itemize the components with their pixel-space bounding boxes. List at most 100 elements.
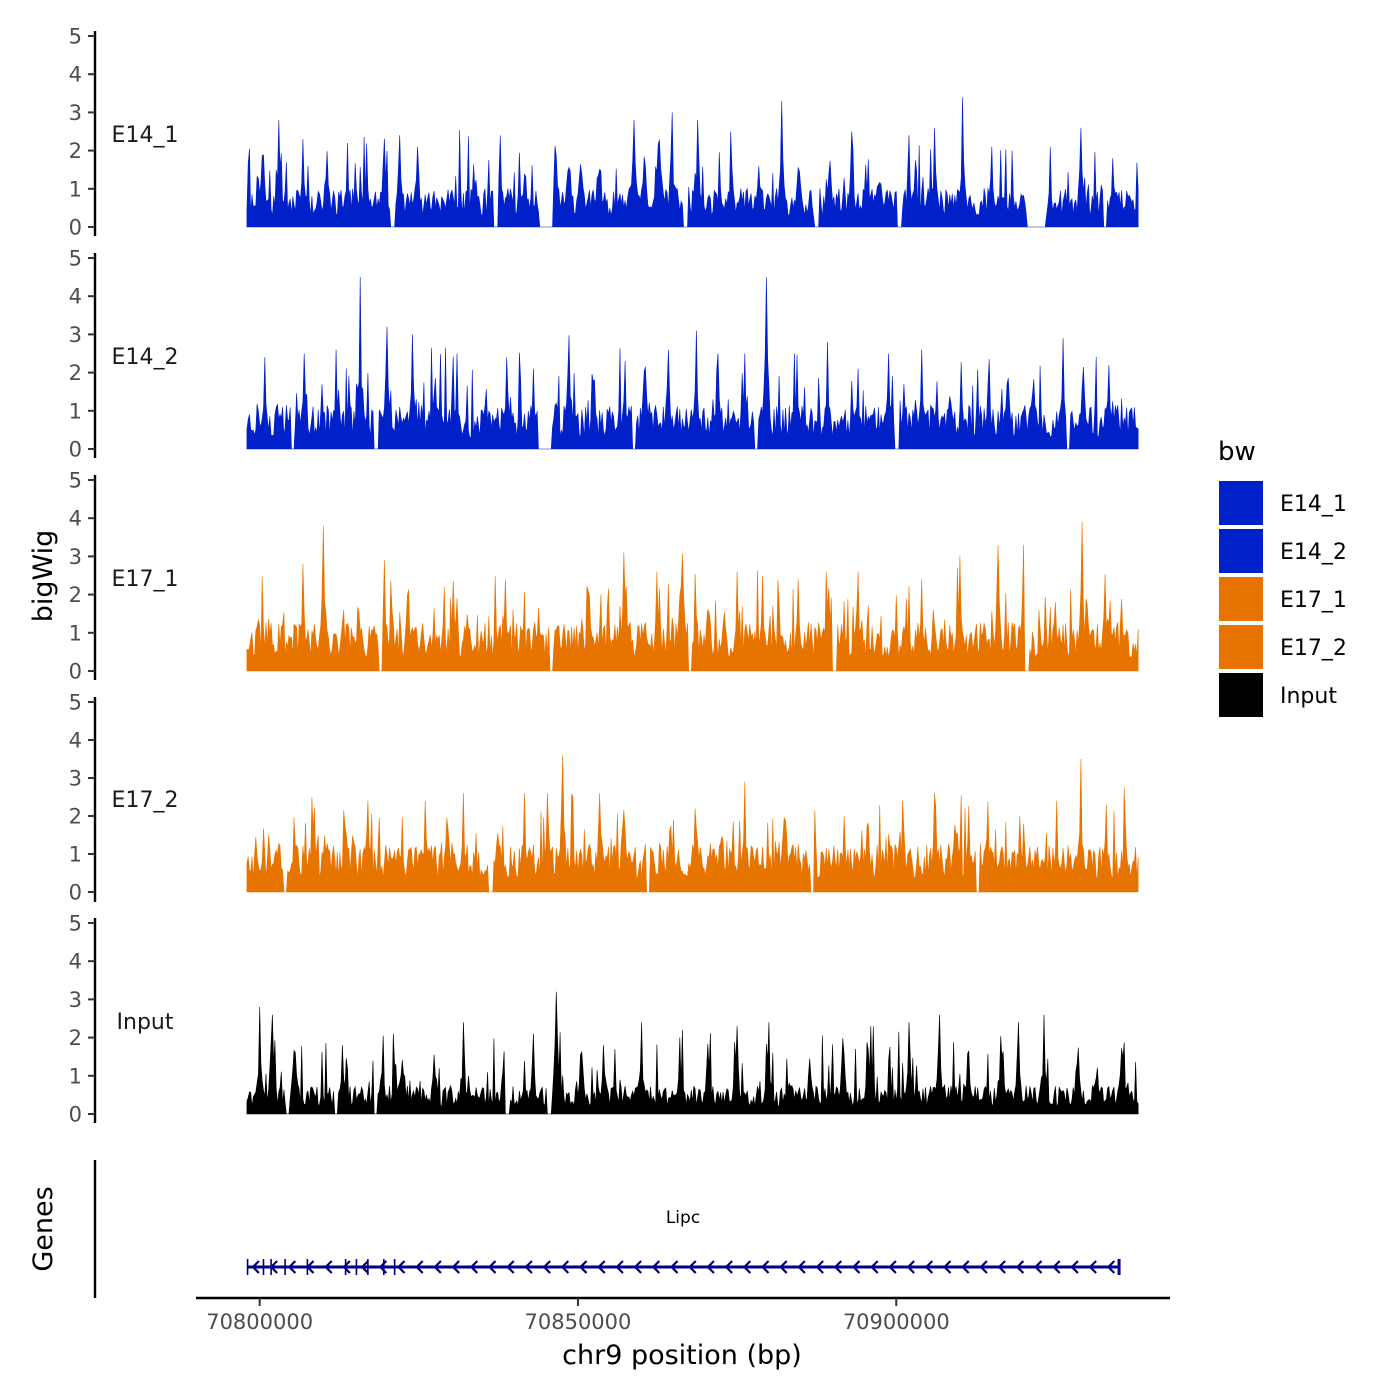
strand-arrow bbox=[1015, 1260, 1025, 1274]
track-label: Input bbox=[117, 1010, 174, 1035]
signal-area-E14_2 bbox=[246, 277, 1139, 450]
legend-label: Input bbox=[1280, 684, 1337, 709]
strand-arrow bbox=[487, 1260, 497, 1274]
y-tick-label: 4 bbox=[69, 729, 82, 753]
signal-area-E17_2 bbox=[246, 755, 1139, 893]
strand-arrow bbox=[597, 1260, 606, 1274]
strand-arrow bbox=[742, 1260, 752, 1274]
y-tick-label: 0 bbox=[69, 216, 82, 240]
strand-arrow bbox=[851, 1260, 861, 1274]
strand-arrow bbox=[651, 1260, 661, 1274]
y-tick-label: 0 bbox=[69, 1103, 82, 1127]
legend-swatch bbox=[1217, 671, 1265, 719]
signal-area-Input bbox=[246, 991, 1139, 1115]
track-Input: 0 1 2 3 4 5 Input bbox=[69, 912, 1139, 1127]
y-tick-label: 0 bbox=[69, 438, 82, 462]
strand-arrow bbox=[451, 1260, 460, 1274]
y-tick-label: 5 bbox=[69, 247, 82, 271]
legend: bw E14_1 E14_2 E17_1 E17_2 Input bbox=[1217, 437, 1347, 719]
legend-title: bw bbox=[1218, 437, 1256, 467]
strand-arrow bbox=[324, 1260, 333, 1274]
legend-entry-E14_2: E14_2 bbox=[1217, 527, 1347, 575]
strand-arrow bbox=[688, 1260, 697, 1274]
x-tick-label: 70800000 bbox=[206, 1310, 313, 1334]
legend-label: E17_1 bbox=[1280, 588, 1347, 613]
track-E14_2: 0 1 2 3 4 5 E14_2 bbox=[69, 247, 1139, 462]
x-axis: 70800000 70850000 70900000 bbox=[196, 1296, 1170, 1334]
strand-arrow bbox=[833, 1260, 843, 1274]
strand-arrow bbox=[706, 1260, 715, 1274]
legend-swatch bbox=[1217, 623, 1265, 671]
strand-arrow bbox=[415, 1260, 424, 1274]
strand-arrow bbox=[961, 1260, 970, 1274]
legend-label: E14_1 bbox=[1280, 492, 1347, 517]
strand-arrow bbox=[360, 1260, 369, 1274]
gene-label: Lipc bbox=[666, 1208, 700, 1228]
y-tick-label: 5 bbox=[69, 912, 82, 936]
strand-arrow bbox=[724, 1260, 733, 1274]
y-tick-label: 3 bbox=[69, 323, 82, 347]
legend-swatch bbox=[1217, 575, 1265, 623]
y-tick-label: 5 bbox=[69, 469, 82, 493]
strand-arrow bbox=[870, 1260, 879, 1274]
track-label: E14_2 bbox=[112, 345, 179, 370]
strand-arrow bbox=[1070, 1260, 1079, 1274]
y-tick-label: 2 bbox=[69, 139, 82, 163]
strand-arrow bbox=[524, 1260, 533, 1274]
strand-arrow bbox=[433, 1260, 442, 1274]
strand-arrow bbox=[615, 1260, 624, 1274]
legend-label: E17_2 bbox=[1280, 636, 1347, 661]
track-label: E17_2 bbox=[112, 788, 179, 813]
legend-swatch bbox=[1217, 479, 1265, 527]
strand-arrow bbox=[942, 1260, 952, 1274]
strand-arrow bbox=[1106, 1260, 1116, 1274]
y-tick-label: 3 bbox=[69, 988, 82, 1012]
track-E17_1: 0 1 2 3 4 5 E17_1 bbox=[69, 469, 1139, 684]
y-tick-label: 2 bbox=[69, 805, 82, 829]
track-label: E17_1 bbox=[112, 567, 179, 592]
y-tick-label: 1 bbox=[69, 621, 82, 645]
strand-arrow bbox=[1052, 1260, 1061, 1274]
strand-arrow bbox=[815, 1260, 824, 1274]
y-axis-title: bigWig bbox=[28, 530, 59, 623]
y-tick-label: 5 bbox=[69, 691, 82, 715]
y-tick-label: 2 bbox=[69, 583, 82, 607]
y-tick-label: 1 bbox=[69, 177, 82, 201]
strand-arrow bbox=[1033, 1260, 1043, 1274]
signal-tracks: 0 1 2 3 4 5 E14_1 0 1 2 3 4 5 E14_2 0 1 2 3 4 5 E17_1 0 1 2 3 4 5 E… bbox=[69, 25, 1139, 1127]
y-tick-label: 1 bbox=[69, 843, 82, 867]
y-tick-label: 1 bbox=[69, 1064, 82, 1088]
strand-arrow bbox=[760, 1260, 770, 1274]
y-tick-label: 0 bbox=[69, 881, 82, 905]
strand-arrow bbox=[906, 1260, 915, 1274]
y-tick-label: 4 bbox=[69, 285, 82, 309]
strand-arrow bbox=[287, 1260, 297, 1274]
strand-arrow bbox=[888, 1260, 897, 1274]
gene-track: Genes Lipc bbox=[28, 1160, 1121, 1298]
x-tick-label: 70900000 bbox=[843, 1310, 950, 1334]
signal-area-E14_1 bbox=[246, 97, 1139, 228]
strand-arrow bbox=[469, 1260, 479, 1274]
gene-Lipc: Lipc bbox=[246, 1208, 1121, 1275]
y-tick-label: 2 bbox=[69, 1026, 82, 1050]
strand-arrow bbox=[633, 1260, 642, 1274]
track-E14_1: 0 1 2 3 4 5 E14_1 bbox=[69, 25, 1139, 240]
y-tick-label: 2 bbox=[69, 361, 82, 385]
x-axis-title: chr9 position (bp) bbox=[562, 1340, 802, 1371]
strand-arrow bbox=[342, 1260, 351, 1274]
strand-arrow bbox=[1088, 1260, 1097, 1274]
strand-arrow bbox=[779, 1260, 788, 1274]
y-tick-label: 0 bbox=[69, 660, 82, 684]
y-tick-label: 4 bbox=[69, 63, 82, 87]
strand-arrow bbox=[797, 1260, 806, 1274]
strand-arrow bbox=[669, 1260, 679, 1274]
y-tick-label: 4 bbox=[69, 507, 82, 531]
y-tick-label: 3 bbox=[69, 545, 82, 569]
legend-label: E14_2 bbox=[1280, 540, 1347, 565]
strand-arrow bbox=[542, 1260, 551, 1274]
legend-entry-Input: Input bbox=[1217, 671, 1337, 719]
strand-arrow bbox=[560, 1260, 570, 1274]
strand-arrow bbox=[506, 1260, 515, 1274]
